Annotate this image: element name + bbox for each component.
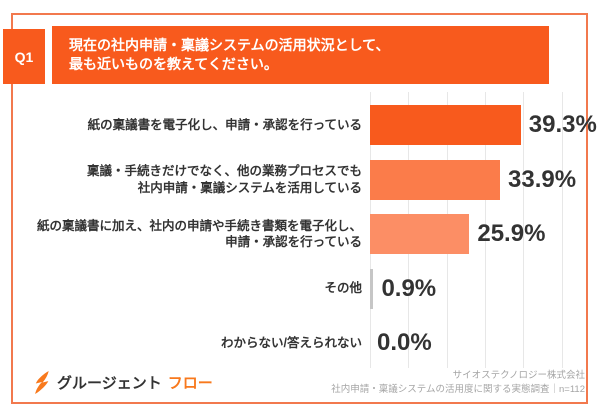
category-label: 稟議・手続きだけでなく、他の業務プロセスでも 社内申請・稟議システムを活用してい… [86,164,362,195]
gridline [561,92,563,368]
category-label: 紙の稟議書を電子化し、申請・承認を行っている [87,117,362,132]
bar [370,105,521,145]
source-line-1: サイオステクノロジー株式会社 [452,370,585,381]
question-title-box: 現在の社内申請・稟議システムの活用状況として、 最も近いものを教えてください。 [52,26,549,84]
chart-row: わからない/答えられない 0.0% [0,323,600,363]
value-label: 39.3% [528,111,597,138]
chart-row: 紙の稟議書を電子化し、申請・承認を行っている 39.3% [0,105,600,145]
chart-row: 紙の稟議書に加え、社内の申請や手続き書類を電子化し、 申請・承認を行っている 25… [0,214,600,254]
chart-row: その他 0.9% [0,268,600,309]
chart-row: 稟議・手続きだけでなく、他の業務プロセスでも 社内申請・稟議システムを活用してい… [0,159,600,200]
survey-source: サイオステクノロジー株式会社 社内申請・稟議システムの活用度に関する実態調査｜n… [331,369,585,397]
logo-text-dark: グルージェント [57,374,162,392]
bar [370,214,470,254]
bar [370,268,374,309]
lightning-swoosh-icon [35,370,49,394]
category-label: その他 [324,281,362,296]
value-label: 0.9% [381,274,437,302]
gluegent-flow-logo: グルージェント フロー [33,368,213,396]
logo-text-accent: フロー [167,374,213,392]
gridline [485,92,487,368]
outer-frame-border [11,13,588,404]
question-number-badge: Q1 [3,29,45,84]
gridline [523,92,525,368]
category-label: 紙の稟議書に加え、社内の申請や手続き書類を電子化し、 申請・承認を行っている [36,218,362,250]
category-label: わからない/答えられない [221,335,362,350]
value-label: 33.9% [508,165,577,193]
question-line-2: 最も近いものを教えてください。 [69,56,278,72]
value-label: 25.9% [477,220,546,247]
question-line-1: 現在の社内申請・稟議システムの活用状況として、 [69,37,390,53]
source-line-2: 社内申請・稟議システムの活用度に関する実態調査｜n=112 [331,383,585,395]
value-label: 0.0% [377,329,432,356]
bar [370,159,501,200]
